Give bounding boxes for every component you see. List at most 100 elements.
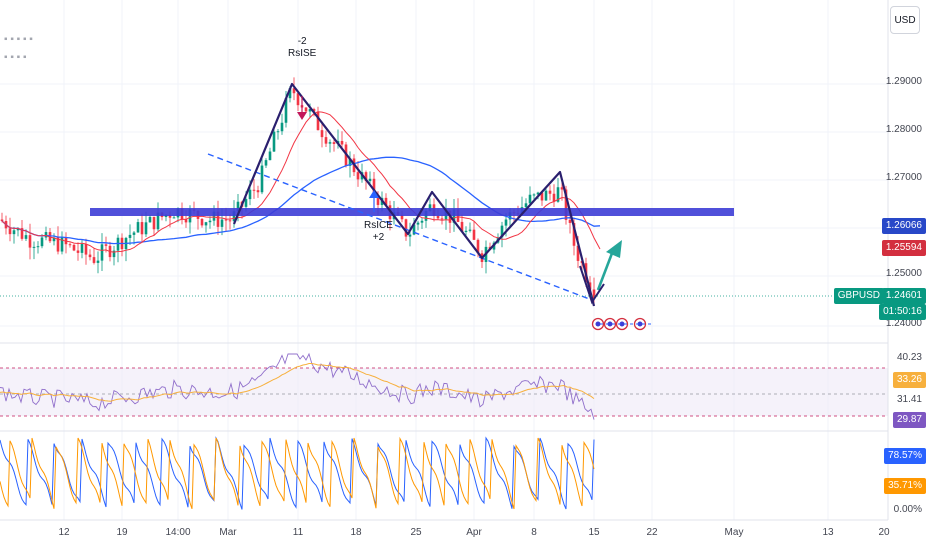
candle-body	[280, 122, 284, 132]
oscillator-indicator	[0, 436, 595, 510]
candle-body	[476, 239, 480, 254]
candle-body	[128, 234, 132, 238]
candle-body	[288, 88, 292, 99]
pattern-label-top-line2: RsISE	[288, 48, 317, 59]
candle-body	[264, 160, 268, 166]
symbol-tag: GBPUSD	[833, 288, 884, 304]
candle-body	[8, 228, 12, 235]
candle-body	[340, 140, 344, 145]
candle-body	[420, 220, 424, 223]
time-label: May	[724, 527, 744, 538]
candle-body	[304, 107, 308, 112]
candle-body	[68, 244, 72, 246]
candle-body	[208, 220, 212, 223]
candle-body	[200, 218, 204, 226]
candle-body	[96, 260, 100, 263]
candle-body	[460, 221, 464, 232]
main-pane	[0, 0, 888, 342]
candle-body	[472, 229, 476, 240]
candle-body	[592, 289, 596, 299]
osc-blue-line	[0, 436, 595, 510]
candle-body	[536, 192, 540, 195]
candle-body	[452, 209, 456, 223]
candle-body	[412, 224, 416, 235]
candle-body	[384, 197, 388, 206]
candle-body	[504, 219, 508, 226]
candle-body	[48, 232, 52, 242]
candle-body	[244, 199, 248, 207]
candle-body	[44, 232, 48, 238]
candle-body	[224, 219, 228, 221]
rsi-line-tag: 29.87	[892, 412, 926, 428]
candle-body	[544, 190, 548, 201]
candle-body	[84, 244, 88, 255]
candle-body	[16, 228, 20, 231]
candle-body	[144, 222, 148, 235]
candle-body	[332, 142, 336, 144]
candle-body	[436, 215, 440, 219]
rsi-line	[0, 352, 595, 420]
rsi-indicator	[0, 352, 595, 420]
candle-body	[136, 222, 140, 233]
event-icon-dot	[595, 321, 601, 327]
candle-body	[404, 219, 408, 237]
time-label: 20	[878, 527, 890, 538]
osc-blue-tag: 78.57%	[884, 448, 926, 464]
rsi-value: 40.23	[896, 352, 922, 363]
candle-body	[368, 178, 372, 182]
candle-body	[364, 172, 368, 182]
candle-body	[28, 235, 32, 248]
candle-body	[32, 246, 36, 248]
candle-body	[296, 93, 300, 106]
candle-body	[220, 219, 224, 227]
candle-body	[468, 229, 472, 231]
candle-body	[440, 218, 444, 220]
currency-button[interactable]: USD	[890, 6, 920, 34]
candle-body	[540, 192, 544, 201]
candle-body	[40, 237, 44, 247]
candle-body	[548, 190, 552, 194]
resistance-zone	[90, 208, 734, 216]
arrow-up-head	[369, 190, 379, 198]
candle-body	[20, 228, 24, 239]
candle-body	[100, 244, 104, 261]
pattern-label-bottom-line2: +2	[372, 232, 385, 243]
candle-body	[564, 189, 568, 220]
candle-body	[12, 230, 16, 235]
candle-body	[276, 131, 280, 133]
time-label: 8	[531, 527, 537, 538]
candle-body	[172, 217, 176, 219]
candle-body	[60, 237, 64, 252]
rsi-signal-tag: 33.26	[892, 372, 926, 388]
candle-body	[416, 222, 420, 225]
time-label: 25	[410, 527, 422, 538]
osc-value: 0.00%	[893, 504, 922, 515]
candle-body	[464, 230, 468, 232]
last-price-tag: 1.24601	[881, 288, 926, 304]
candle-body	[248, 189, 252, 200]
candle-body	[324, 137, 328, 144]
candle-body	[76, 250, 80, 253]
candle-body	[320, 130, 324, 138]
candle-body	[80, 244, 84, 253]
candle-body	[112, 250, 116, 258]
time-label: 22	[646, 527, 658, 538]
candle-body	[576, 245, 580, 261]
trend-line-dashed	[207, 153, 593, 301]
time-label: 13	[822, 527, 834, 538]
ma-blue-price-tag: 1.26066	[881, 218, 926, 234]
candle-body	[560, 187, 564, 190]
event-icon-dot	[607, 321, 613, 327]
candle-body	[400, 214, 404, 220]
price-tick: 1.28000	[885, 124, 922, 135]
candle-body	[24, 235, 28, 239]
time-label: 11	[292, 527, 304, 538]
time-label: 15	[588, 527, 600, 538]
osc-orange-tag: 35.71%	[884, 478, 926, 494]
candle-body	[428, 204, 432, 211]
drawings[interactable]	[90, 82, 734, 331]
candle-body	[272, 131, 276, 152]
candle-body	[216, 211, 220, 227]
candle-body	[236, 201, 240, 212]
